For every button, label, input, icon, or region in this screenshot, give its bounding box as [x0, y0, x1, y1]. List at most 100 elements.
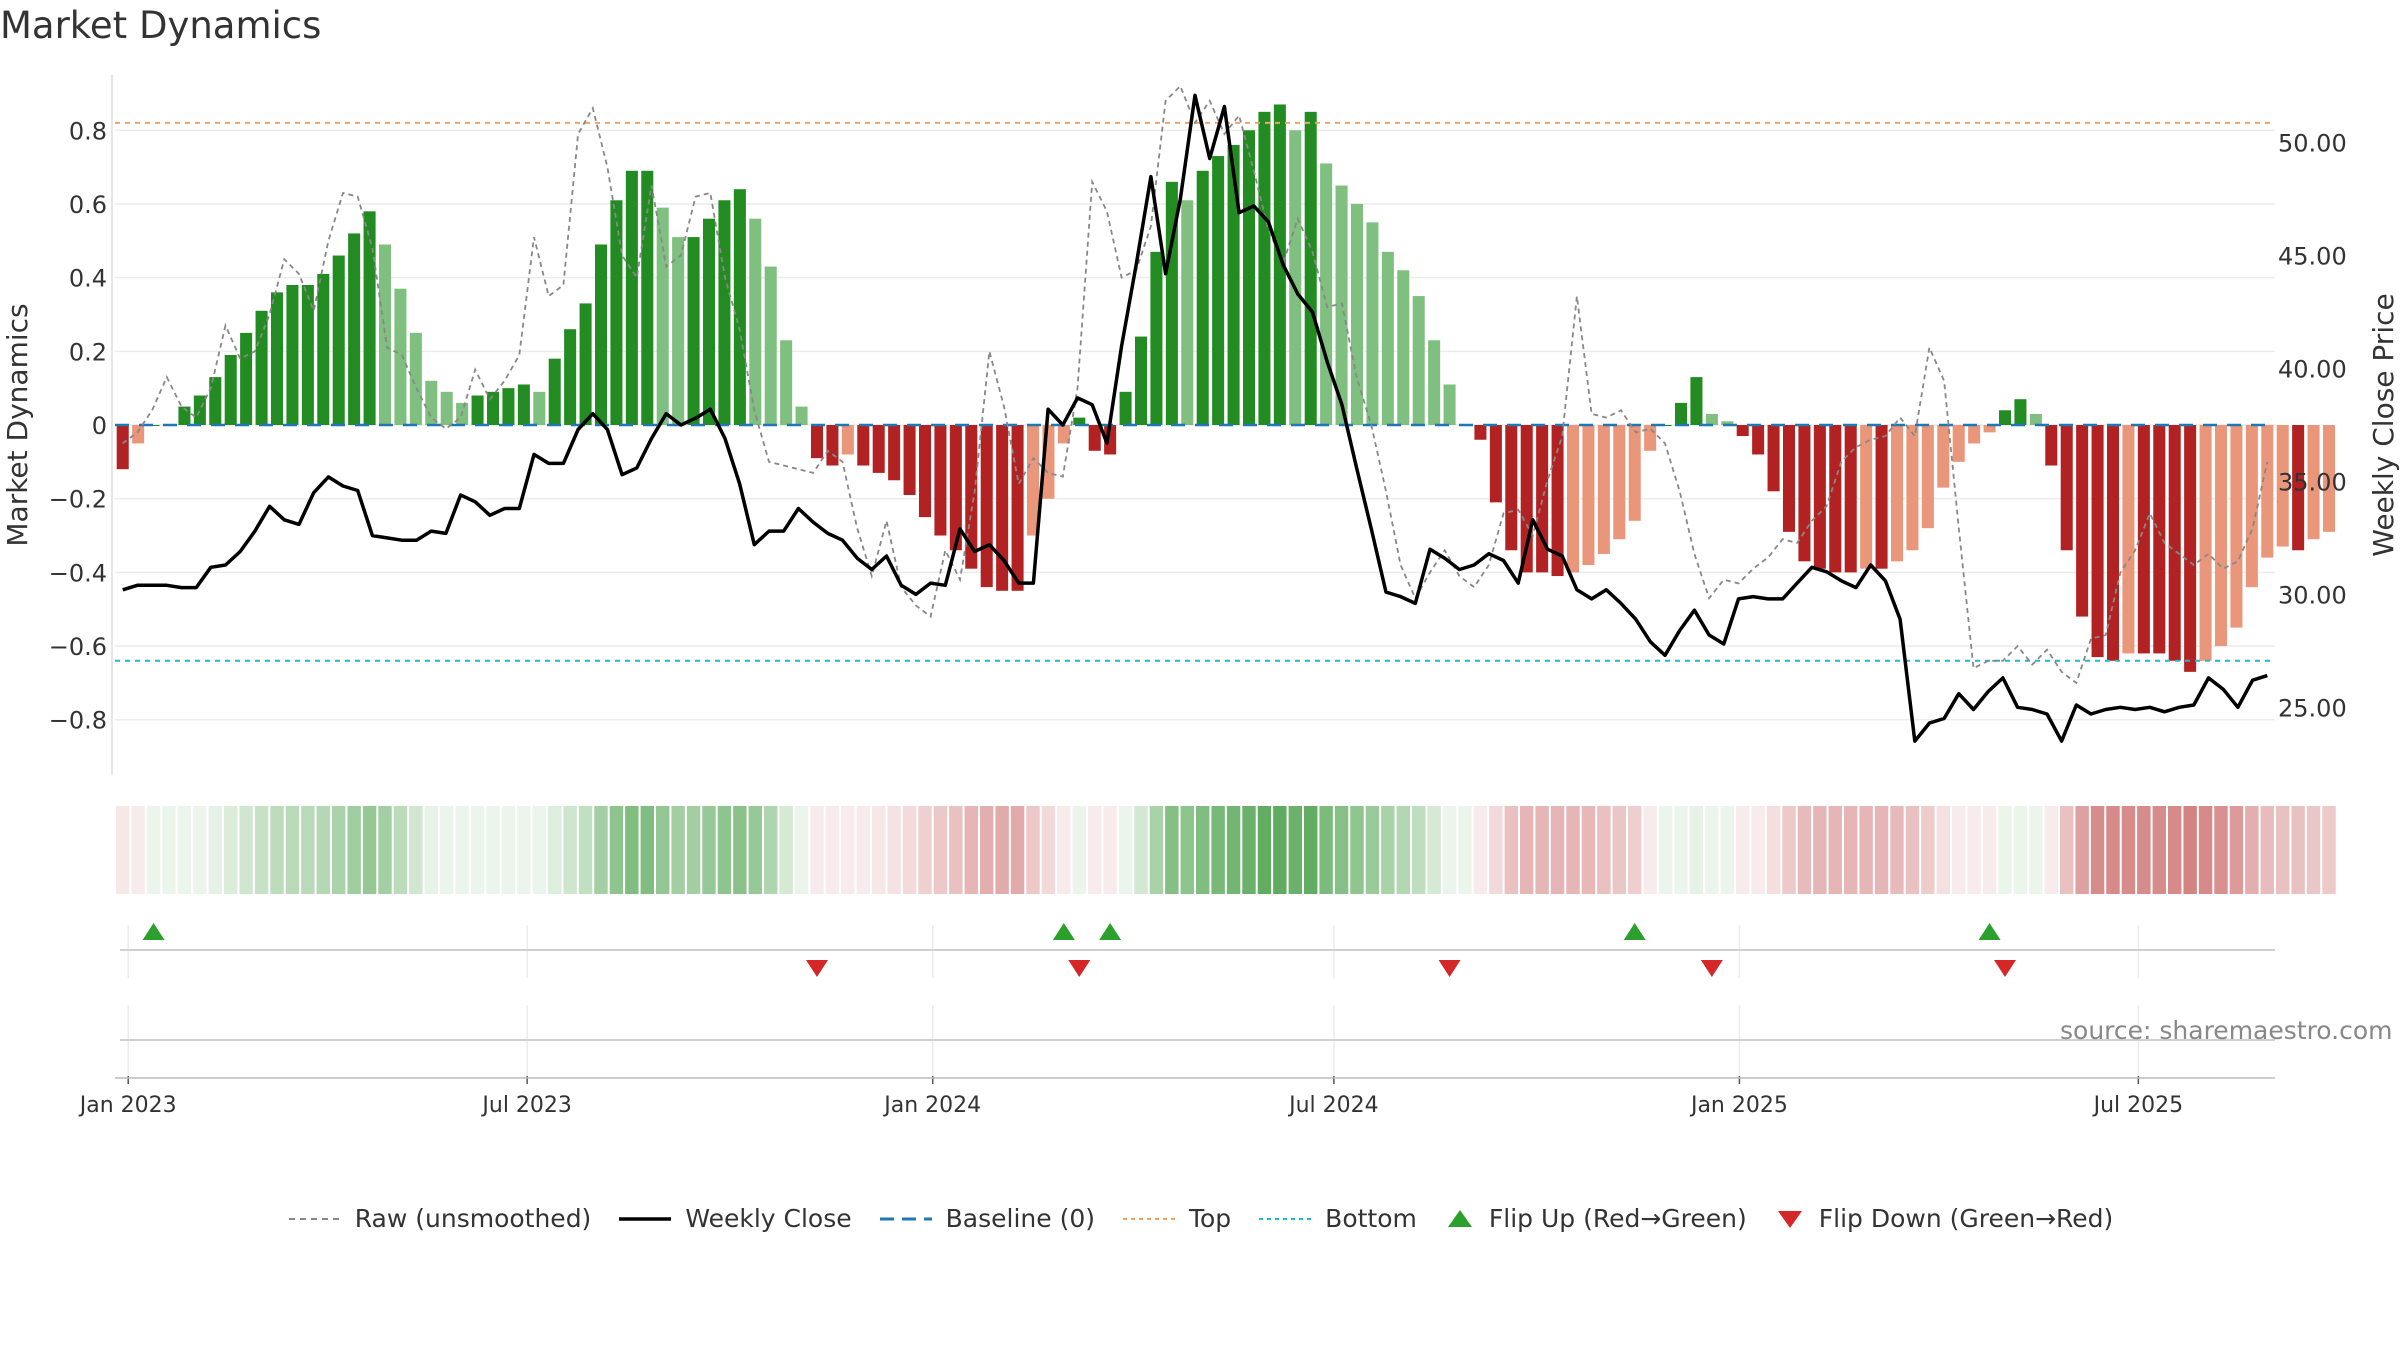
dynamics-bar: [2060, 425, 2073, 551]
dynamics-bar: [486, 391, 500, 425]
dynamics-bar: [394, 288, 407, 425]
heat-cell: [409, 806, 423, 894]
dashed-blue-line-icon: [879, 1217, 932, 1220]
legend-close: Weekly Close: [617, 1204, 852, 1233]
dynamics-bar: [1736, 425, 1749, 437]
heat-cell: [1010, 806, 1025, 894]
dynamics-bar: [378, 244, 392, 425]
dynamics-bar: [132, 425, 145, 444]
dynamics-bar: [1906, 425, 1919, 551]
heat-cell: [1874, 806, 1889, 894]
heat-cell: [1180, 806, 1194, 894]
heat-cell: [270, 806, 284, 894]
dynamics-bar: [348, 233, 361, 425]
heat-cell: [2276, 806, 2290, 894]
heat-cell: [1273, 806, 1287, 894]
y-left-tick-label: 0.2: [69, 338, 107, 366]
dynamics-bar: [564, 329, 577, 425]
dynamics-bar: [1289, 130, 1302, 425]
heat-cell: [193, 806, 207, 894]
dashed-gray-line-icon: [288, 1217, 341, 1220]
dynamics-bar: [1644, 425, 1657, 451]
dynamics-bar: [471, 395, 484, 425]
flip-down-marker: [1438, 960, 1461, 977]
heat-cell: [1442, 806, 1457, 894]
legend-bottom: Bottom: [1257, 1204, 1417, 1233]
legend-close-label: Weekly Close: [685, 1204, 852, 1233]
flip-up-marker: [1099, 923, 1122, 940]
heat-cell: [131, 806, 145, 894]
heat-cell: [362, 806, 377, 894]
dynamics-bar: [1659, 425, 1672, 426]
dynamics-bar: [888, 425, 901, 481]
heat-cell: [1967, 806, 1981, 894]
heat-cell: [717, 806, 732, 894]
heat-cell: [1612, 806, 1626, 894]
heat-cell: [1628, 806, 1642, 894]
dynamics-bar: [2292, 425, 2305, 551]
dynamics-bar: [224, 355, 237, 425]
heat-cell: [1998, 806, 2012, 894]
heat-cell: [501, 806, 516, 894]
y-left-axis-title: Market Dynamics: [1, 303, 34, 546]
dynamics-bar: [625, 170, 638, 425]
dynamics-bar: [1165, 181, 1178, 425]
dotted-cyan-line-icon: [1259, 1217, 1312, 1220]
heat-cell: [872, 806, 886, 894]
dynamics-bar: [996, 425, 1009, 591]
y-right-axis-title: Weekly Close Price: [2367, 293, 2400, 556]
heat-cell: [625, 806, 639, 894]
heat-cell: [1643, 806, 1657, 894]
dotted-orange-line-icon: [1122, 1217, 1175, 1220]
dynamics-bar: [1073, 417, 1086, 425]
dynamics-bar: [1674, 402, 1688, 425]
dynamics-bar: [2245, 425, 2258, 588]
dynamics-bar: [1350, 203, 1364, 425]
dynamics-bar: [594, 244, 608, 425]
dynamics-bar: [409, 332, 422, 425]
heat-cell: [1288, 806, 1302, 894]
heat-cell: [470, 806, 485, 894]
y-right-tick-label: 25.00: [2278, 694, 2347, 722]
legend-flip-down: Flip Down (Green→Red): [1773, 1204, 2113, 1233]
dynamics-bar: [502, 388, 515, 425]
flip-markers-panel: [120, 923, 2275, 977]
dynamics-bar: [1443, 384, 1456, 425]
heat-cell: [517, 806, 531, 894]
legend-top: Top: [1121, 1204, 1231, 1233]
bottom-panel: [115, 1039, 2275, 1079]
dynamics-bar: [2137, 425, 2150, 654]
heat-cell: [2029, 806, 2043, 894]
dynamics-bar: [363, 211, 376, 425]
heat-cell: [594, 806, 608, 894]
heat-cell: [2075, 806, 2089, 894]
dynamics-bar: [1890, 425, 1904, 562]
heat-cell: [686, 806, 701, 894]
chart-legend: Raw (unsmoothed) Weekly Close Baseline (…: [0, 1204, 2400, 1233]
dynamics-bar: [1690, 377, 1703, 425]
dynamics-bar: [764, 266, 777, 425]
dynamics-bar: [1968, 425, 1981, 444]
dynamics-bar: [1721, 421, 1734, 425]
heat-cell: [1952, 806, 1966, 894]
dynamics-bar: [1088, 425, 1101, 451]
dynamics-bar: [548, 358, 561, 425]
heat-cell: [1458, 806, 1472, 894]
legend-raw-label: Raw (unsmoothed): [354, 1204, 592, 1233]
heat-cell: [239, 806, 253, 894]
x-tick-label: Jan 2023: [78, 1093, 177, 1118]
x-tick-label: Jan 2025: [1689, 1093, 1788, 1118]
weekly-close-line: [122, 93, 2268, 743]
heat-cell: [609, 806, 624, 894]
heat-cell: [794, 806, 809, 894]
dynamics-bar: [1397, 270, 1410, 425]
heat-cell: [116, 806, 130, 894]
heat-cell: [1797, 806, 1812, 894]
heat-cell: [902, 806, 917, 894]
dynamics-bar: [1613, 425, 1626, 540]
dynamics-bar: [1844, 425, 1857, 573]
heat-cell: [1118, 806, 1133, 894]
heat-cell: [1165, 806, 1179, 894]
flip-down-marker: [1700, 960, 1723, 977]
dynamics-bars: [116, 104, 2336, 672]
